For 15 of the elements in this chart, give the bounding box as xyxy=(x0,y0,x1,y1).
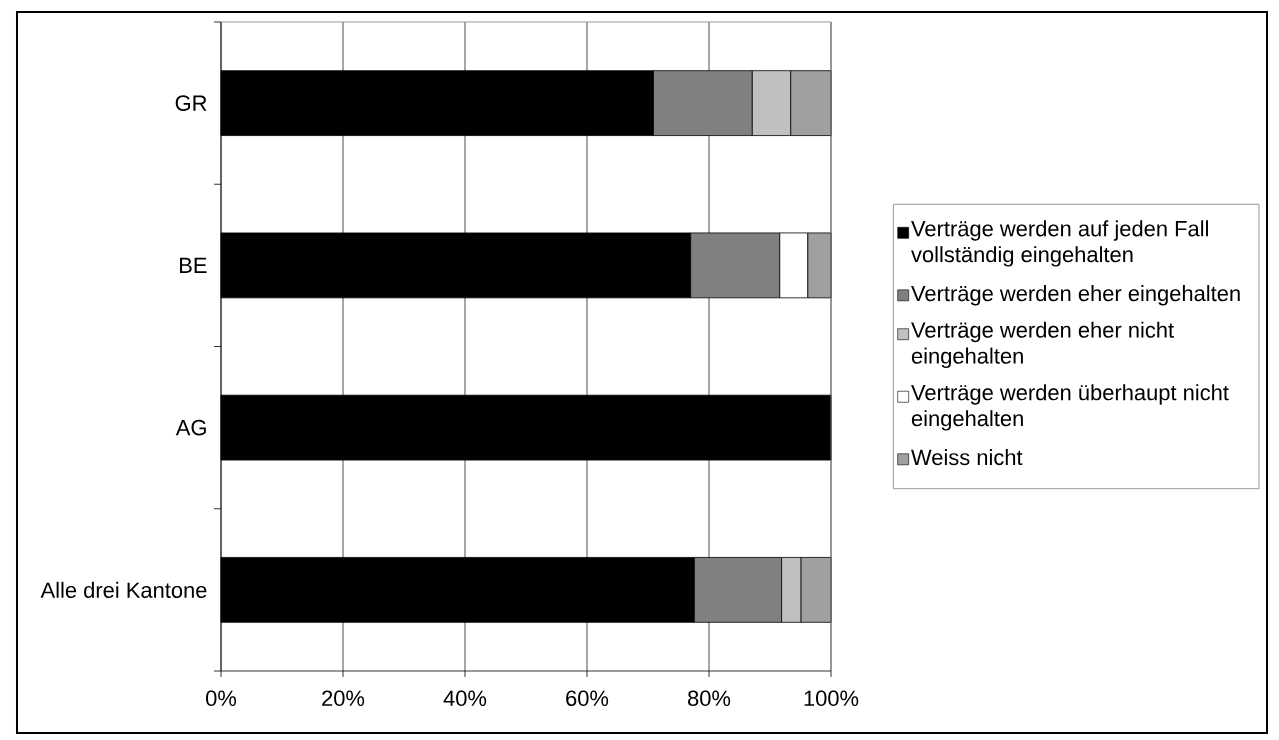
x-tick-label: 0% xyxy=(206,690,237,707)
x-tick-label: 40% xyxy=(443,690,487,707)
legend-label: Verträge werden auf jeden Fall vollständig eingehalten xyxy=(911,220,1208,267)
x-tick-label: 100% xyxy=(804,690,859,707)
y-tick-label: BE xyxy=(180,257,207,273)
legend-label: Weiss nicht xyxy=(911,449,1023,466)
x-tick-label: 60% xyxy=(566,690,609,707)
y-tick-label: Alle drei Kantone xyxy=(40,581,207,598)
legend-label: Verträge werden überhaupt nicht eingehalten xyxy=(911,384,1229,431)
y-tick-label: GR xyxy=(175,95,207,111)
x-tick-label: 20% xyxy=(322,690,365,707)
legend-label: Verträge werden eher eingehalten xyxy=(911,285,1240,306)
legend-label: Verträge werden eher nicht eingehalten xyxy=(911,321,1174,369)
x-tick-label: 80% xyxy=(688,690,731,707)
y-tick-label: AG xyxy=(175,419,206,436)
